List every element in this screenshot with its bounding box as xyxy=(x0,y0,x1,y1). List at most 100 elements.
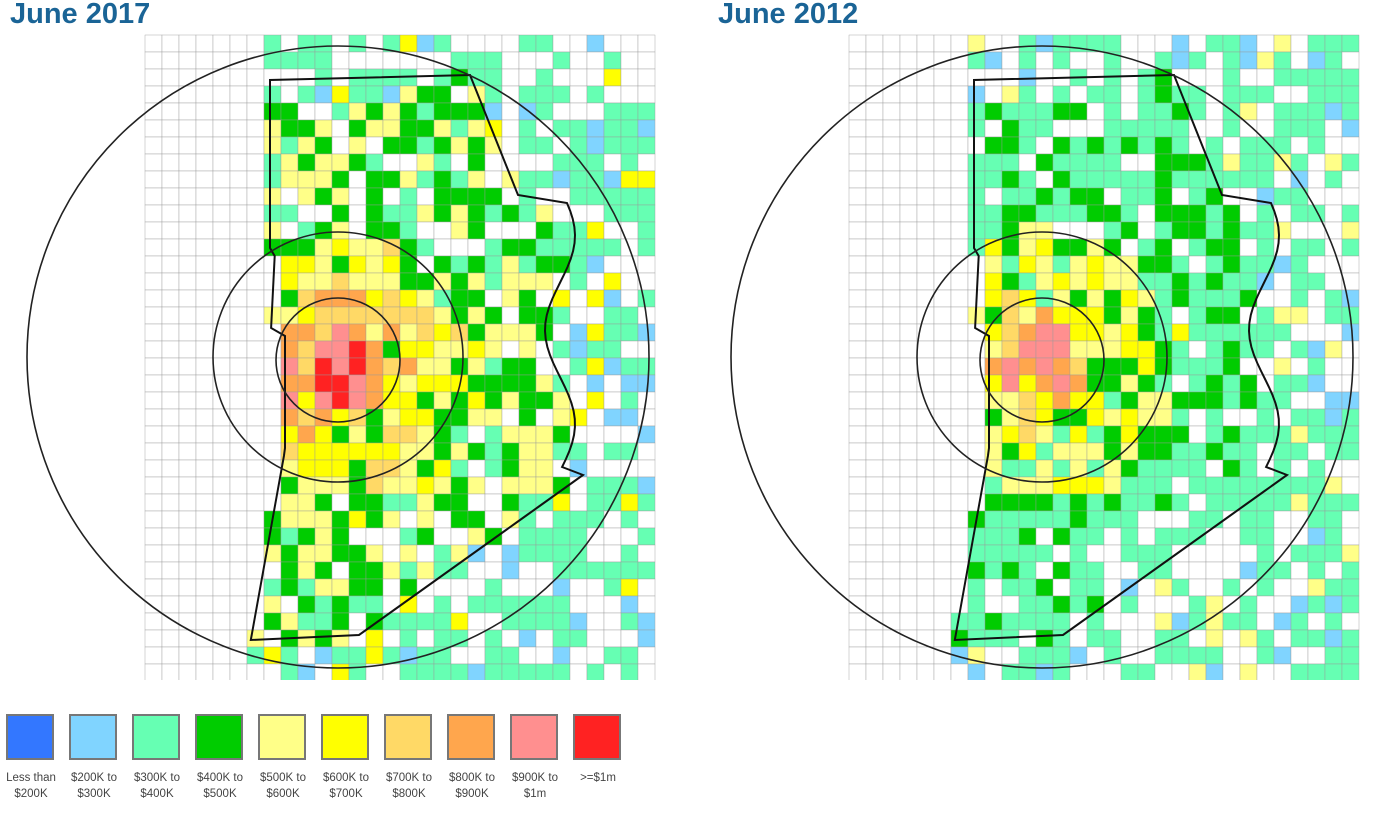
suburb-region xyxy=(569,51,588,70)
suburb-region xyxy=(467,476,486,495)
suburb-region xyxy=(967,357,986,376)
suburb-region xyxy=(882,289,901,308)
suburb-region xyxy=(416,34,435,53)
suburb-region xyxy=(450,425,469,444)
legend: Less than $200K $200K to $300K $300K to … xyxy=(6,714,636,802)
suburb-region xyxy=(1137,238,1156,257)
suburb-region xyxy=(967,663,986,680)
suburb-region xyxy=(933,119,952,138)
suburb-region xyxy=(144,153,163,172)
suburb-region xyxy=(501,425,520,444)
suburb-region xyxy=(246,238,265,257)
suburb-region xyxy=(1324,578,1343,597)
suburb-region xyxy=(1069,102,1088,121)
suburb-region xyxy=(467,51,486,70)
suburb-region xyxy=(984,340,1003,359)
suburb-region xyxy=(331,527,350,546)
suburb-region xyxy=(416,561,435,580)
suburb-region xyxy=(280,595,299,614)
suburb-region xyxy=(229,391,248,410)
suburb-region xyxy=(1171,612,1190,631)
suburb-region xyxy=(178,391,197,410)
suburb-region xyxy=(1035,459,1054,478)
suburb-region xyxy=(933,459,952,478)
suburb-region xyxy=(212,136,231,155)
suburb-region xyxy=(161,459,180,478)
suburb-region xyxy=(433,170,452,189)
suburb-region xyxy=(365,170,384,189)
suburb-region xyxy=(1256,510,1275,529)
suburb-region xyxy=(229,578,248,597)
suburb-region xyxy=(1018,136,1037,155)
suburb-region xyxy=(637,476,656,495)
suburb-region xyxy=(1103,629,1122,648)
suburb-region xyxy=(1256,340,1275,359)
suburb-region xyxy=(586,510,605,529)
suburb-region xyxy=(1273,476,1292,495)
suburb-region xyxy=(178,527,197,546)
suburb-region xyxy=(1137,612,1156,631)
suburb-region xyxy=(1035,187,1054,206)
suburb-region xyxy=(195,391,214,410)
suburb-region xyxy=(178,221,197,240)
suburb-region xyxy=(569,595,588,614)
suburb-region xyxy=(1154,136,1173,155)
suburb-region xyxy=(365,425,384,444)
suburb-region xyxy=(314,306,333,325)
suburb-region xyxy=(1341,476,1360,495)
suburb-region xyxy=(933,34,952,53)
suburb-region xyxy=(1188,510,1207,529)
suburb-region xyxy=(1154,442,1173,461)
suburb-region xyxy=(933,561,952,580)
suburb-region xyxy=(518,51,537,70)
suburb-region xyxy=(569,68,588,87)
suburb-region xyxy=(1273,595,1292,614)
suburb-region xyxy=(467,612,486,631)
suburb-region xyxy=(1273,85,1292,104)
suburb-region xyxy=(552,510,571,529)
suburb-region xyxy=(314,187,333,206)
suburb-region xyxy=(1154,221,1173,240)
suburb-region xyxy=(1052,51,1071,70)
suburb-region xyxy=(620,561,639,580)
suburb-region xyxy=(212,578,231,597)
suburb-region xyxy=(144,272,163,291)
suburb-region xyxy=(331,272,350,291)
suburb-region xyxy=(950,408,969,427)
suburb-region xyxy=(865,136,884,155)
suburb-region xyxy=(569,374,588,393)
suburb-region xyxy=(1273,646,1292,665)
suburb-region xyxy=(365,51,384,70)
suburb-region xyxy=(144,374,163,393)
suburb-region xyxy=(865,459,884,478)
suburb-region xyxy=(399,374,418,393)
suburb-region xyxy=(569,323,588,342)
suburb-region xyxy=(603,306,622,325)
suburb-region xyxy=(865,663,884,680)
suburb-region xyxy=(1171,153,1190,172)
suburb-region xyxy=(1222,153,1241,172)
suburb-region xyxy=(1154,612,1173,631)
suburb-region xyxy=(1205,561,1224,580)
suburb-region xyxy=(144,170,163,189)
suburb-region xyxy=(1120,493,1139,512)
suburb-region xyxy=(501,340,520,359)
suburb-region xyxy=(331,221,350,240)
inner-ring xyxy=(979,297,1105,423)
suburb-region xyxy=(848,595,867,614)
suburb-region xyxy=(365,238,384,257)
suburb-region xyxy=(161,272,180,291)
suburb-region xyxy=(1273,102,1292,121)
suburb-region xyxy=(586,34,605,53)
suburb-region xyxy=(535,153,554,172)
suburb-region xyxy=(1290,34,1309,53)
suburb-region xyxy=(984,170,1003,189)
suburb-region xyxy=(569,340,588,359)
suburb-region xyxy=(1273,119,1292,138)
suburb-region xyxy=(178,323,197,342)
suburb-region xyxy=(1205,578,1224,597)
suburb-region xyxy=(1239,221,1258,240)
suburb-region xyxy=(1290,629,1309,648)
suburb-region xyxy=(314,561,333,580)
suburb-region xyxy=(916,578,935,597)
